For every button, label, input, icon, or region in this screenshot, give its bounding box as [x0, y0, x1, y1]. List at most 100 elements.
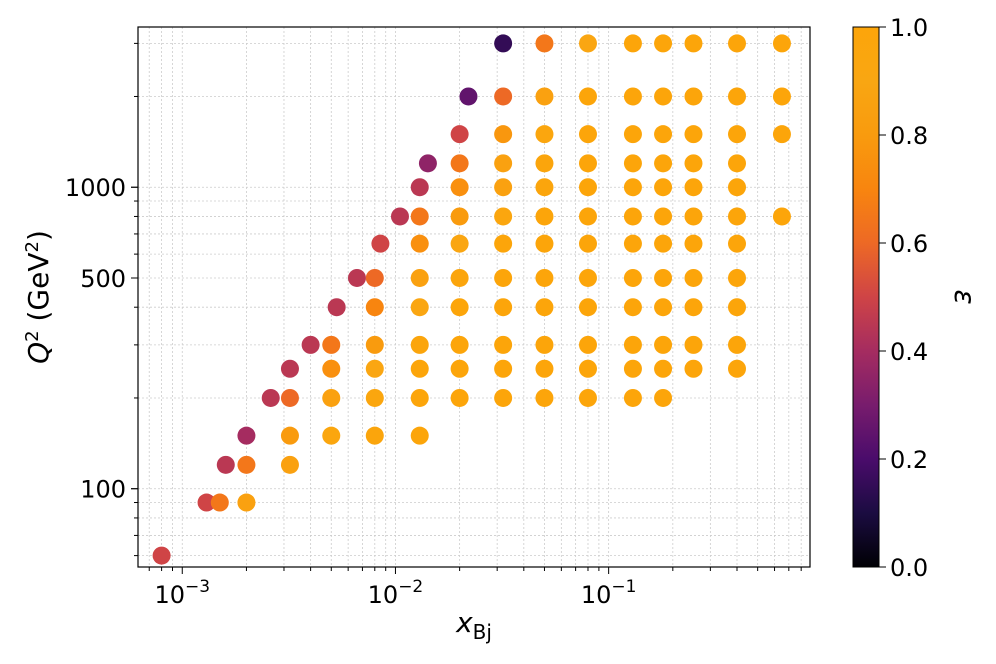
data-point	[410, 426, 429, 445]
colorbar-tick-label: 0.2	[890, 446, 928, 474]
colorbar	[852, 26, 880, 568]
data-point	[365, 268, 384, 287]
data-point	[578, 207, 597, 226]
data-point	[410, 359, 429, 378]
data-point	[535, 207, 554, 226]
data-point	[450, 154, 469, 173]
data-point	[390, 207, 409, 226]
x-tick-label-exponent: −3	[185, 577, 210, 597]
data-point	[727, 298, 746, 317]
x-tick-label-exponent: −1	[611, 577, 636, 597]
data-point	[727, 34, 746, 53]
data-point	[578, 388, 597, 407]
data-point	[727, 125, 746, 144]
data-point	[654, 234, 673, 253]
data-point	[684, 335, 703, 354]
data-point	[684, 298, 703, 317]
data-point	[322, 335, 341, 354]
grid	[138, 27, 810, 567]
data-point	[535, 154, 554, 173]
data-point	[450, 207, 469, 226]
colorbar-tick-label: 0.0	[890, 554, 928, 582]
data-point	[623, 359, 642, 378]
data-point	[578, 234, 597, 253]
data-point	[684, 207, 703, 226]
data-point	[654, 87, 673, 106]
scatter-points	[152, 34, 791, 565]
data-point	[535, 359, 554, 378]
data-point	[623, 87, 642, 106]
data-point	[410, 268, 429, 287]
x-tick-label: 10−2	[368, 577, 424, 609]
data-point	[450, 178, 469, 197]
data-point	[322, 359, 341, 378]
data-point	[494, 125, 513, 144]
data-point	[494, 34, 513, 53]
data-point	[578, 154, 597, 173]
data-point	[623, 335, 642, 354]
data-point	[727, 335, 746, 354]
data-point	[301, 335, 320, 354]
colorbar-label: ε	[948, 289, 981, 304]
data-point	[450, 359, 469, 378]
data-point	[578, 268, 597, 287]
y-axis-label: Q2 (GeV2)	[22, 230, 55, 364]
data-point	[410, 178, 429, 197]
data-point	[684, 359, 703, 378]
data-point	[772, 34, 791, 53]
data-point	[684, 125, 703, 144]
data-point	[535, 388, 554, 407]
data-point	[623, 388, 642, 407]
data-point	[494, 388, 513, 407]
data-point	[410, 388, 429, 407]
x-tick-label-base: 10	[581, 581, 612, 609]
y-axis-label-unit-sup: 2	[22, 241, 43, 252]
data-point	[727, 154, 746, 173]
data-point	[623, 298, 642, 317]
data-point	[410, 234, 429, 253]
data-point	[280, 426, 299, 445]
y-axis-label-q: Q	[22, 342, 55, 364]
data-point	[459, 87, 478, 106]
data-point	[237, 426, 256, 445]
data-point	[450, 268, 469, 287]
data-point	[654, 34, 673, 53]
data-point	[322, 388, 341, 407]
data-point	[727, 234, 746, 253]
data-point	[450, 298, 469, 317]
data-point	[578, 178, 597, 197]
data-point	[535, 298, 554, 317]
data-point	[535, 125, 554, 144]
data-point	[494, 207, 513, 226]
data-point	[494, 298, 513, 317]
data-point	[237, 493, 256, 512]
data-point	[535, 34, 554, 53]
data-point	[535, 268, 554, 287]
data-point	[684, 34, 703, 53]
colorbar-tick-label: 0.8	[890, 122, 928, 150]
data-point	[727, 268, 746, 287]
y-tick-label: 1000	[65, 174, 126, 202]
data-point	[365, 335, 384, 354]
data-point	[727, 359, 746, 378]
data-point	[684, 87, 703, 106]
data-point	[578, 34, 597, 53]
data-point	[347, 268, 366, 287]
x-axis-label: xBj	[455, 606, 492, 644]
x-tick-label-base: 10	[368, 581, 399, 609]
data-point	[654, 125, 673, 144]
y-axis-label-unit: (GeV	[22, 252, 55, 330]
y-axis-label-sup: 2	[22, 330, 43, 341]
data-point	[535, 335, 554, 354]
data-point	[327, 298, 346, 317]
data-point	[450, 125, 469, 144]
data-point	[578, 87, 597, 106]
data-point	[237, 455, 256, 474]
data-point	[365, 359, 384, 378]
plot-frame	[137, 26, 811, 568]
data-point	[365, 388, 384, 407]
x-axis-label-main: x	[455, 606, 473, 639]
colorbar-tick-label: 0.6	[890, 230, 928, 258]
data-point	[684, 268, 703, 287]
